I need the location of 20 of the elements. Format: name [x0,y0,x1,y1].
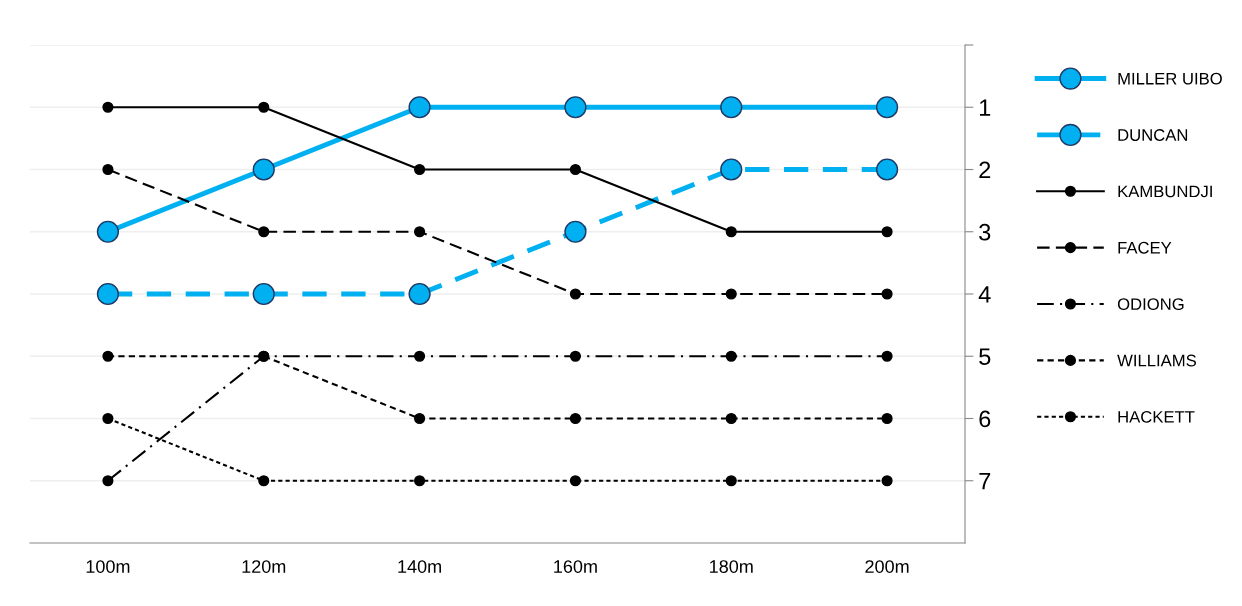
legend-label: ODIONG [1117,298,1184,311]
x-tick-label: 160m [554,560,597,573]
legend-label: KAMBUNDJI [1118,185,1212,198]
legend-label: HACKETT [1118,410,1195,423]
y-tick-label: 7 [979,473,991,490]
x-tick-label: 100m [86,560,130,573]
y-tick-label: 5 [979,348,991,366]
x-tick-label: 180m [710,560,753,573]
x-tick-label: 200m [865,560,909,573]
y-tick-label: 2 [979,161,991,179]
y-tick-label: 4 [978,286,991,303]
x-tick-label: 120m [242,560,286,573]
legend-label: FACEY [1118,241,1172,254]
y-tick-label: 1 [979,99,991,116]
legend-label: WILLIAMS [1117,354,1196,367]
x-tick-label: 140m [398,560,441,573]
y-tick-label: 6 [979,410,991,428]
y-tick-label: 3 [979,223,991,241]
legend-label: DUNCAN [1118,129,1188,141]
legend-label: MILLER UIBO [1118,72,1222,85]
